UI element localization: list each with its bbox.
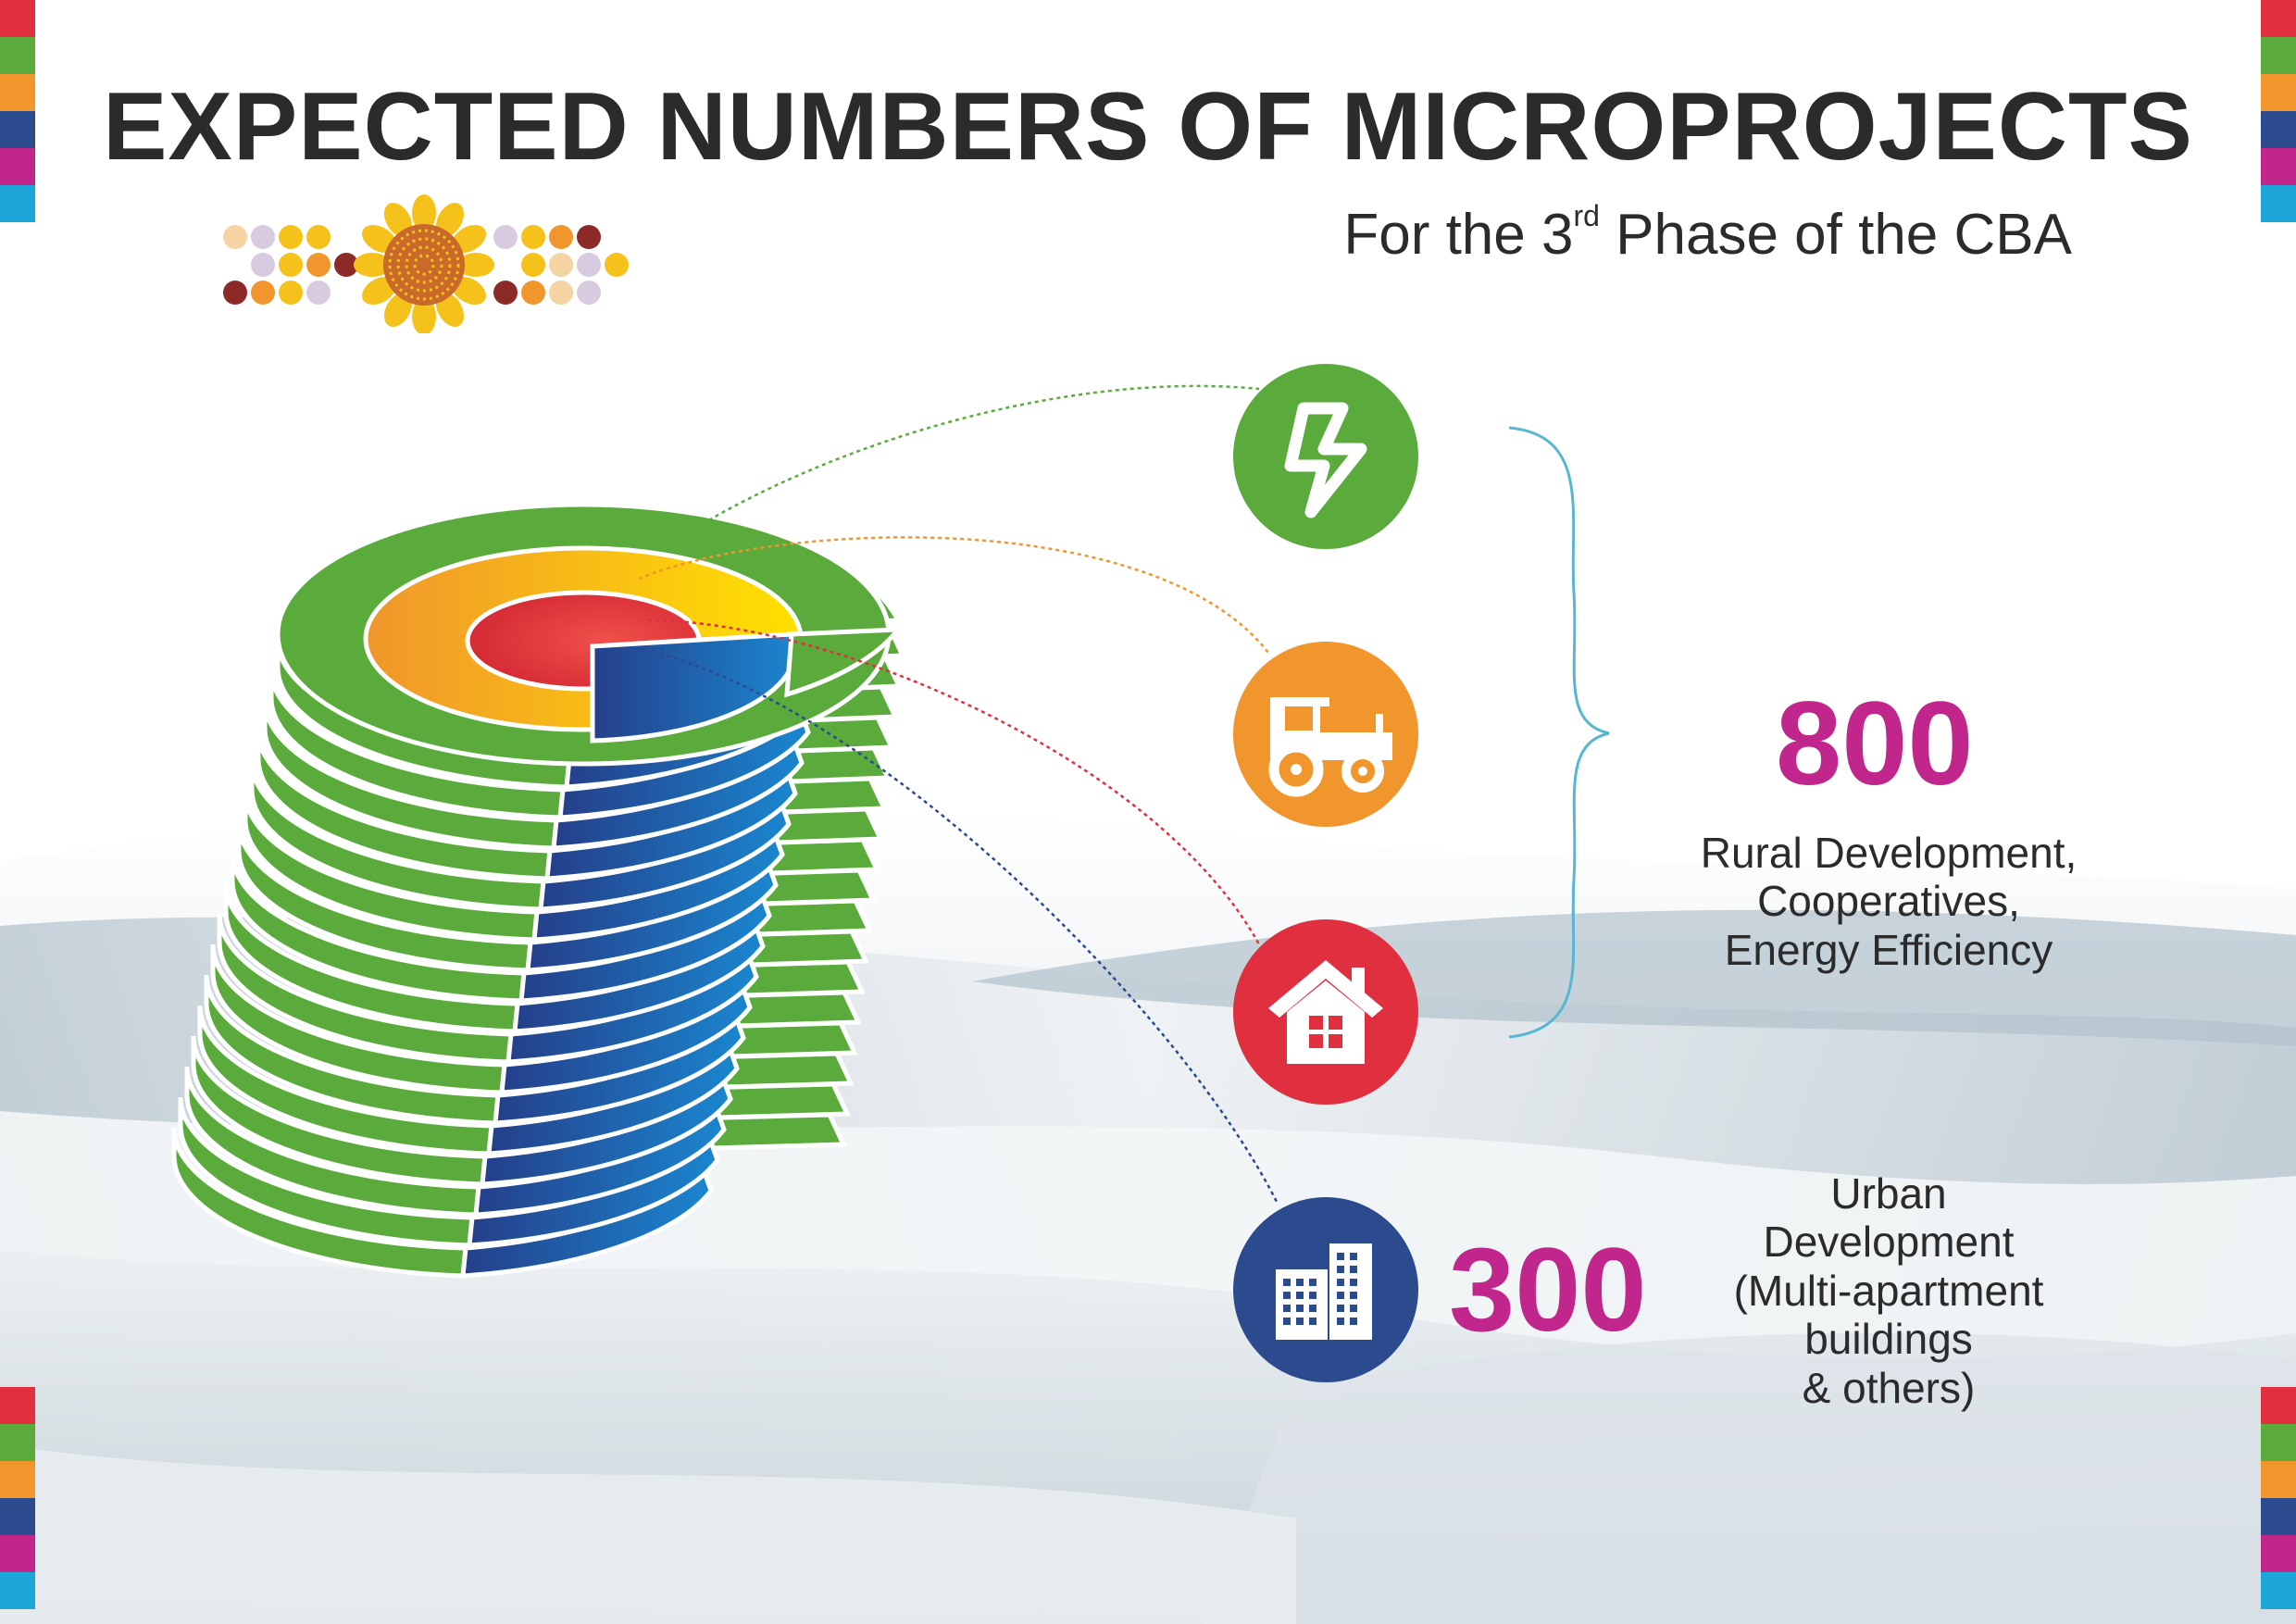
page-subtitle: For the 3rd Phase of the CBA (1343, 199, 2072, 268)
rural-count: 800 (1776, 678, 1974, 810)
subtitle-suffix: Phase of the CBA (1599, 203, 2072, 267)
corner-strip-top-right (2261, 0, 2296, 222)
strip-swatch (2261, 0, 2296, 37)
page-title: EXPECTED NUMBERS OF MICROPROJECTS (103, 73, 2193, 181)
rural-caption-line-2: Cooperatives, (1757, 877, 2020, 926)
strip-swatch (0, 37, 35, 74)
subtitle-prefix: For the 3 (1343, 203, 1574, 267)
strip-swatch (2261, 1461, 2296, 1498)
strip-swatch (0, 74, 35, 111)
urban-caption-line-5: & others) (1802, 1363, 1976, 1412)
strip-swatch (2261, 1387, 2296, 1424)
strip-swatch (0, 1572, 35, 1609)
strip-swatch (2261, 148, 2296, 185)
strip-swatch (0, 185, 35, 222)
house-icon (1233, 919, 1418, 1105)
strip-swatch (0, 0, 35, 37)
corner-strip-bottom-right (2261, 1387, 2296, 1609)
strip-swatch (0, 1498, 35, 1535)
rural-caption-line-3: Energy Efficiency (1724, 925, 2053, 974)
strip-swatch (0, 111, 35, 148)
strip-swatch (2261, 111, 2296, 148)
connector-orange (638, 536, 1269, 654)
corner-strip-bottom-left (0, 1387, 35, 1609)
urban-caption-line-4: buildings (1804, 1315, 1973, 1364)
connector-red (647, 618, 1261, 945)
lightning-icon (1233, 364, 1418, 549)
strip-swatch (2261, 1572, 2296, 1609)
tractor-icon (1233, 642, 1418, 827)
connector-navy (638, 646, 1279, 1205)
urban-caption: Urban Development (Multi-apartment build… (1694, 1169, 2083, 1412)
urban-count: 300 (1449, 1224, 1647, 1356)
connector-green (695, 384, 1260, 530)
strip-swatch (2261, 74, 2296, 111)
urban-caption-line-3: (Multi-apartment (1733, 1266, 2044, 1315)
bracket (1508, 426, 1610, 1039)
strip-swatch (2261, 1498, 2296, 1535)
sunflower-logo (223, 194, 629, 333)
urban-caption-line-1: Urban (1830, 1169, 1947, 1218)
strip-swatch (2261, 1535, 2296, 1572)
urban-caption-line-2: Development (1763, 1218, 2015, 1267)
strip-swatch (0, 1535, 35, 1572)
corner-strip-top-left (0, 0, 35, 222)
ring-top-fin (784, 627, 904, 698)
strip-swatch (2261, 37, 2296, 74)
strip-swatch (0, 1424, 35, 1461)
strip-swatch (0, 148, 35, 185)
strip-swatch (0, 1387, 35, 1424)
buildings-icon (1233, 1197, 1418, 1382)
rural-caption-line-1: Rural Development, (1700, 829, 2078, 877)
strip-swatch (2261, 185, 2296, 222)
strip-swatch (2261, 1424, 2296, 1461)
subtitle-ordinal: rd (1573, 199, 1600, 232)
strip-swatch (0, 1461, 35, 1498)
rural-caption: Rural Development, Cooperatives, Energy … (1639, 829, 2139, 974)
